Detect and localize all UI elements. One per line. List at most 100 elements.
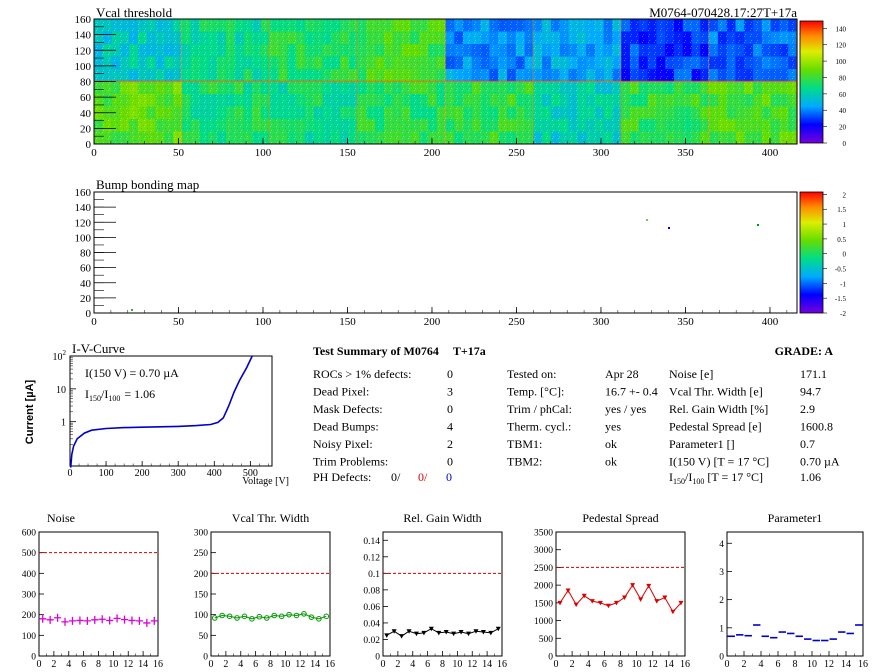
y-tick-label: 500	[22, 549, 37, 559]
y-tick-label: 50	[199, 632, 209, 642]
vcal-map-x-axis: 0 50 100 150 200 250 300 350 400	[91, 138, 788, 159]
x-tick-label: 2	[742, 659, 747, 670]
y-tick-label: 200	[194, 570, 209, 580]
data-point	[654, 599, 660, 604]
bump-defect	[646, 219, 648, 221]
bump-palette-ticks: -2 -1.5 -1 -0.5 0 0.5 1 1.5 2	[823, 191, 847, 318]
summary-label: Pedestal Spread [e]	[669, 420, 762, 434]
bump-palette	[799, 191, 824, 314]
x-tick-label: 300	[593, 147, 610, 159]
y-tick-label: 2500	[534, 564, 553, 574]
summary-label: Noise [e]	[669, 367, 713, 381]
x-tick-label: 2	[223, 659, 228, 670]
palette-tick-label: 2	[843, 191, 847, 199]
data-point	[384, 633, 390, 638]
summary-label: Parameter1 []	[669, 437, 735, 451]
x-tick-label: 400	[762, 316, 779, 328]
summary-value: 2.9	[800, 402, 815, 416]
y-tick-label: 300	[194, 529, 209, 539]
y-tick-label: 100	[75, 61, 92, 73]
data-point	[428, 626, 434, 632]
y-tick-label: 0.06	[363, 603, 380, 613]
x-tick-label: 12	[295, 659, 305, 670]
iv-y-top-label: 102	[53, 349, 67, 363]
y-tick-label: 600	[22, 529, 37, 539]
y-tick-label: 0	[375, 653, 380, 663]
data-point	[271, 612, 278, 619]
data-point	[308, 614, 315, 620]
summary-value: 171.1	[800, 367, 827, 381]
x-tick-label: 8	[440, 659, 445, 670]
data-point	[573, 602, 579, 608]
y-tick-label: 80	[80, 248, 92, 260]
y-tick-label: 500	[539, 635, 554, 645]
vcal-palette-ticks: 0 20 40 60 80 100 120 140	[823, 25, 847, 148]
palette-tick-label: 0	[843, 251, 847, 259]
summary-title: Test Summary of M0764 T+17a	[313, 344, 486, 358]
x-tick-label: 2	[51, 659, 56, 670]
data-point	[98, 615, 106, 624]
x-tick-label: 200	[424, 316, 441, 328]
data-point	[630, 583, 636, 588]
series-line	[559, 584, 682, 613]
data-point	[406, 629, 412, 634]
x-tick-label: 10	[807, 659, 817, 670]
y-tick-label: 40	[80, 108, 92, 120]
data-point	[480, 630, 486, 635]
data-point	[466, 631, 472, 637]
x-tick-label: 200	[424, 147, 441, 159]
data-point	[128, 616, 136, 625]
x-tick-label: 350	[677, 316, 694, 328]
chart-frame	[382, 531, 503, 657]
data-point	[120, 615, 129, 624]
x-tick-label: 0	[725, 659, 730, 670]
palette-tick-label: 40	[839, 107, 847, 115]
palette-tick-label: -2	[840, 310, 846, 318]
data-point	[613, 600, 619, 606]
y-tick-label: 0	[719, 653, 724, 663]
chart-pedestal-spread: Pedestal Spread 0 500 1000 1500 2000 2500 3000 3…	[534, 511, 690, 670]
x-tick-label: 6	[425, 659, 430, 670]
data-point	[391, 629, 397, 634]
data-point	[605, 603, 611, 609]
ph-defects-v2: 0/	[418, 470, 428, 484]
chart-title: Pedestal Spread	[582, 511, 658, 525]
data-point	[495, 626, 501, 632]
x-tick-label: 16	[858, 659, 868, 670]
bump-defect	[668, 227, 670, 229]
data-point	[557, 600, 563, 606]
x-tick-label: 14	[664, 659, 674, 670]
iv-frame	[69, 355, 273, 467]
y-tick-label: 20	[80, 123, 92, 135]
palette-tick-label: 60	[839, 91, 847, 99]
palette-tick-label: 100	[836, 58, 847, 66]
x-tick-label: 50	[173, 316, 185, 328]
chart-frame	[726, 531, 864, 657]
data-point	[581, 593, 587, 599]
summary-value: 0	[447, 402, 453, 416]
x-tick-label: 8	[618, 659, 623, 670]
y-tick-label: 1000	[534, 617, 553, 627]
data-point	[219, 612, 225, 619]
summary-label: ROCs > 1% defects:	[313, 367, 411, 381]
y-tick-label: 0	[31, 653, 36, 663]
data-point	[622, 595, 628, 601]
iv-annotation-ratio: I150/I100 = 1.06	[85, 387, 155, 403]
y-tick-label: 2	[719, 596, 724, 606]
x-tick-label: 16	[497, 659, 507, 670]
x-tick-label: 10	[452, 659, 462, 670]
y-tick-label: 300	[22, 591, 37, 601]
x-tick-label: 150	[339, 316, 356, 328]
summary-value: 0	[447, 455, 453, 469]
data-point	[670, 609, 676, 615]
summary-value: 0.7	[800, 437, 815, 451]
y-tick-label: 0.14	[363, 537, 380, 547]
summary-value: 0.70 µA	[800, 455, 840, 469]
iv-x-tick-label: 200	[135, 468, 150, 479]
data-point	[301, 611, 307, 617]
x-tick-label: 0	[91, 316, 97, 328]
x-tick-label: 4	[66, 659, 71, 670]
y-tick-label: 250	[194, 549, 209, 559]
